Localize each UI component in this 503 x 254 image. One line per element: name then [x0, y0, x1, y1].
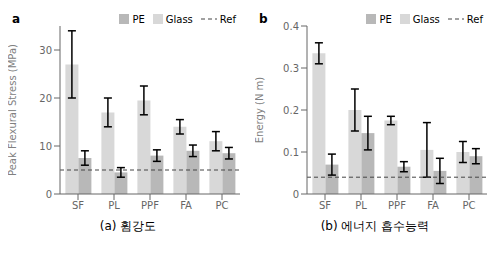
svg-text:0.3: 0.3: [283, 63, 299, 74]
svg-text:0: 0: [46, 189, 52, 200]
html-text:Ref: Ref: [466, 13, 483, 25]
html-text:a: a: [12, 12, 21, 26]
svg-text:PC: PC: [462, 200, 475, 211]
svg-text:PPF: PPF: [141, 200, 159, 211]
svg-text:0: 0: [293, 189, 299, 200]
html-text:(b) 에너지 흡수능력: (b) 에너지 흡수능력: [320, 219, 430, 233]
svg-text:0.1: 0.1: [283, 147, 299, 158]
svg-text:10: 10: [39, 141, 52, 152]
svg-text:PL: PL: [108, 200, 120, 211]
svg-text:0.4: 0.4: [283, 21, 299, 32]
svg-text:PPF: PPF: [388, 200, 406, 211]
svg-text:20: 20: [39, 93, 52, 104]
svg-text:PL: PL: [355, 200, 367, 211]
svg-text:Peak Flexural Stress (MPa): Peak Flexural Stress (MPa): [8, 44, 18, 176]
html-text:Glass: Glass: [412, 13, 440, 25]
html-text:PE: PE: [132, 13, 145, 25]
svg-text:30: 30: [39, 45, 52, 56]
svg-text:PC: PC: [215, 200, 228, 211]
html-text:Glass: Glass: [165, 13, 193, 25]
svg-text:FA: FA: [427, 200, 439, 211]
html-text:PE: PE: [379, 13, 392, 25]
html-text:(a) 휨강도: (a) 휨강도: [99, 219, 157, 233]
html-text:Ref: Ref: [219, 13, 236, 25]
svg-text:0.2: 0.2: [283, 105, 299, 116]
svg-text:Energy (N m): Energy (N m): [255, 77, 265, 143]
svg-text:SF: SF: [72, 200, 84, 211]
svg-text:SF: SF: [319, 200, 331, 211]
html-text:b: b: [259, 12, 268, 26]
svg-text:FA: FA: [180, 200, 192, 211]
